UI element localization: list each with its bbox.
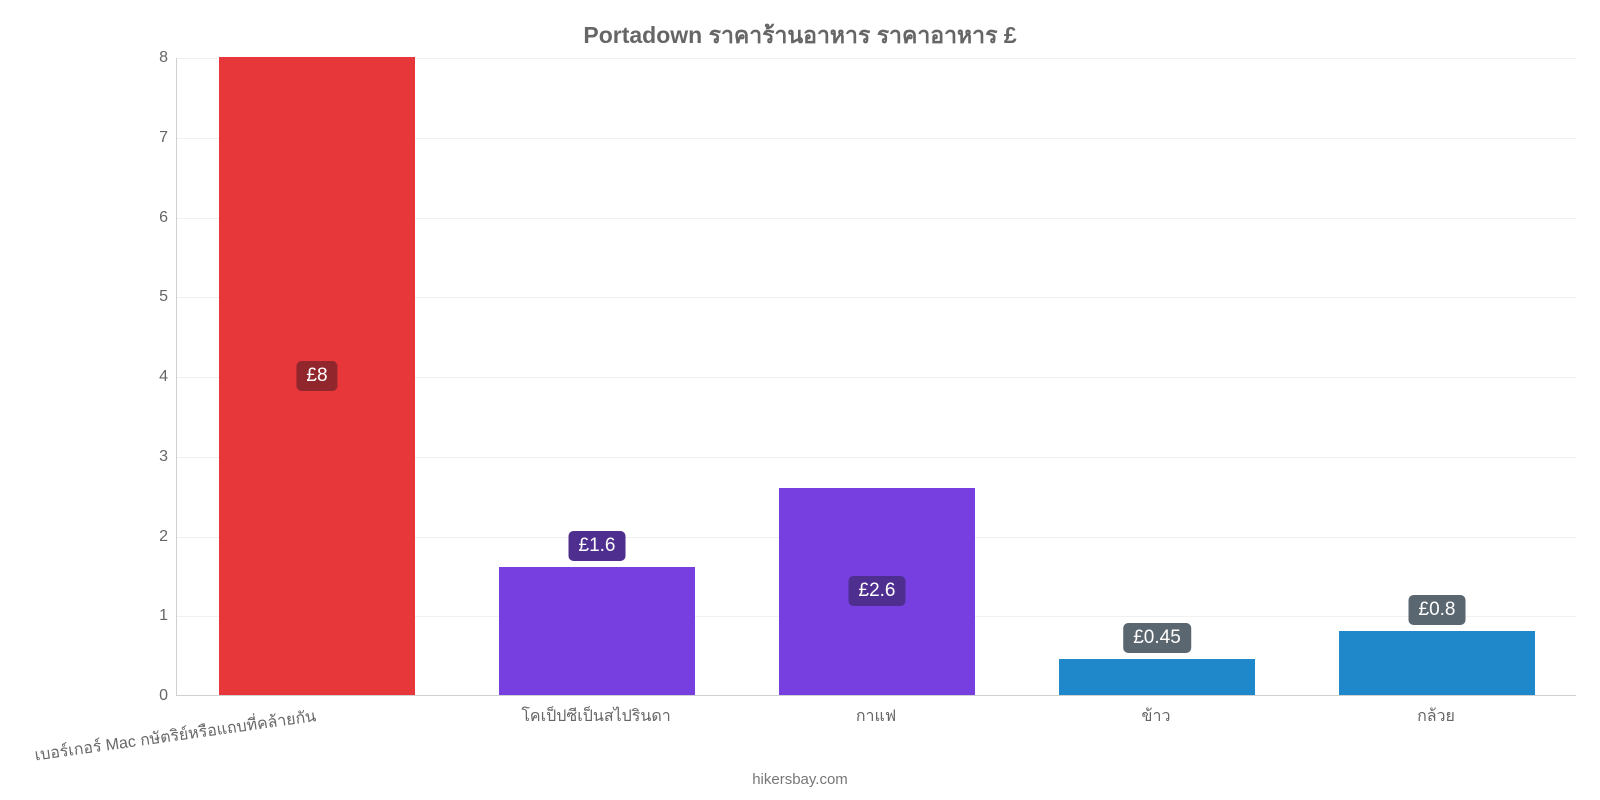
xtick-label: โคเป็ปซีเป็นสไปรินดา — [456, 704, 736, 729]
ytick-label: 7 — [138, 129, 168, 147]
bar: £8 — [219, 57, 415, 695]
chart-title: Portadown ราคาร้านอาหาร ราคาอาหาร £ — [0, 18, 1600, 54]
bar: £0.45 — [1059, 659, 1255, 695]
chart-container: Portadown ราคาร้านอาหาร ราคาอาหาร £ £8 £1… — [0, 0, 1600, 800]
bar-value-label: £8 — [296, 361, 337, 391]
bar: £0.8 — [1339, 631, 1535, 695]
ytick-label: 6 — [138, 209, 168, 227]
ytick-label: 0 — [138, 687, 168, 705]
bar: £1.6 — [499, 567, 695, 695]
ytick-label: 2 — [138, 528, 168, 546]
ytick-label: 1 — [138, 607, 168, 625]
bar-value-label: £2.6 — [849, 576, 906, 606]
plot-area: £8 £1.6 £2.6 £0.45 £0.8 — [176, 58, 1576, 696]
bar-value-label: £0.45 — [1123, 623, 1191, 653]
ytick-label: 3 — [138, 448, 168, 466]
xtick-label: กาแฟ — [736, 704, 1016, 729]
bar-value-label: £0.8 — [1409, 595, 1466, 625]
xtick-label: เบอร์เกอร์ Mac กษัตริย์หรือแถบที่คล้ายกั… — [1, 704, 317, 773]
xtick-label: ข้าว — [1016, 704, 1296, 729]
chart-footer: hikersbay.com — [0, 771, 1600, 788]
ytick-label: 4 — [138, 368, 168, 386]
ytick-label: 8 — [138, 49, 168, 67]
xtick-label: กล้วย — [1296, 704, 1576, 729]
bar-value-label: £1.6 — [569, 531, 626, 561]
bar: £2.6 — [779, 488, 975, 695]
ytick-label: 5 — [138, 288, 168, 306]
